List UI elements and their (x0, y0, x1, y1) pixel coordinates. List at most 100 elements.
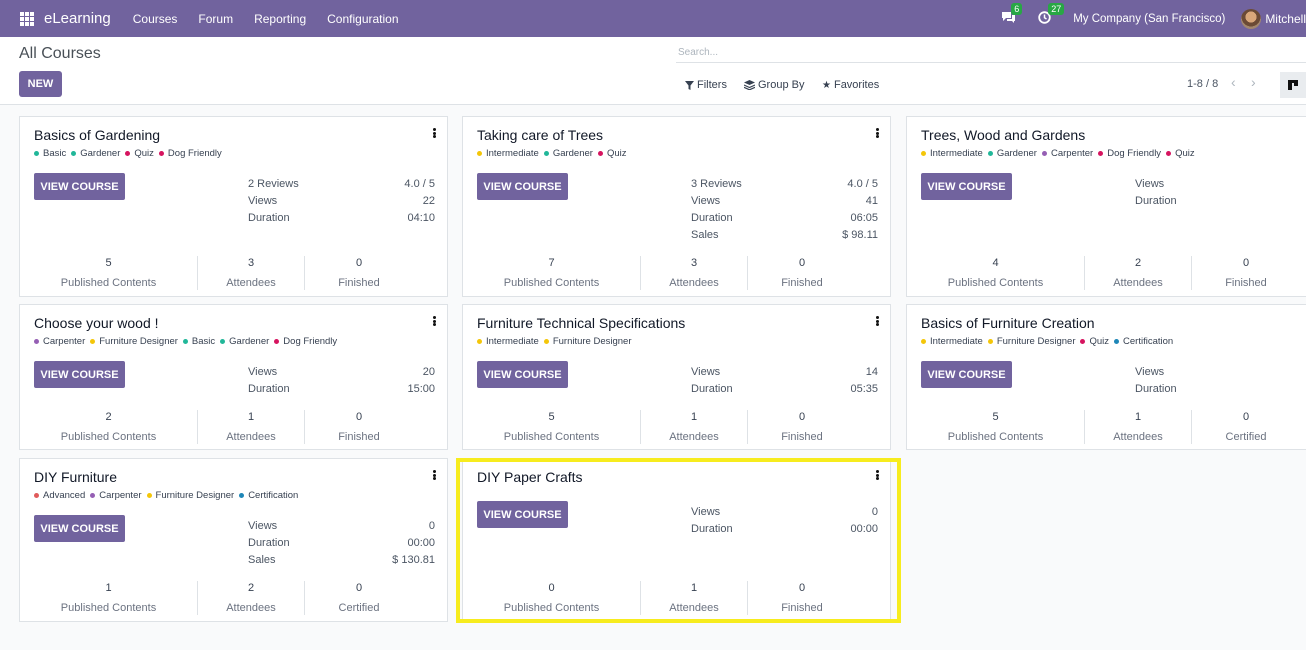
menu-courses[interactable]: Courses (132, 11, 178, 26)
card-menu-icon[interactable] (873, 126, 881, 140)
course-title[interactable]: Taking care of Trees (477, 127, 604, 143)
footer-stat-value: 1 (247, 411, 255, 423)
footer-stat[interactable]: 5 Published Contents (907, 410, 1085, 444)
top-navbar: eLearning Courses Forum Reporting Config… (0, 0, 1306, 37)
footer-stat-label: Finished (781, 277, 823, 289)
view-course-button[interactable]: VIEW COURSE (34, 361, 125, 388)
footer-stat[interactable]: 4 Published Contents (907, 256, 1085, 290)
card-menu-icon[interactable] (873, 314, 881, 328)
menu-forum[interactable]: Forum (198, 11, 234, 26)
view-course-button[interactable]: VIEW COURSE (921, 173, 1012, 200)
stat-row: Duration 00:00 (248, 534, 435, 551)
activities-button[interactable]: 27 (1038, 2, 1065, 27)
footer-stat[interactable]: 0 Certified (305, 581, 413, 615)
course-card[interactable]: Choose your wood ! Carpenter Furniture Des… (19, 304, 448, 450)
chat-icon (1002, 11, 1016, 23)
footer-stat[interactable]: 2 Attendees (1085, 256, 1192, 290)
card-menu-icon[interactable] (430, 314, 438, 328)
card-menu-icon[interactable] (430, 126, 438, 140)
footer-stat[interactable]: 0 Finished (748, 256, 856, 290)
course-title[interactable]: Trees, Wood and Gardens (921, 127, 1086, 143)
footer-stat[interactable]: 1 Attendees (641, 581, 748, 615)
view-course-button[interactable]: VIEW COURSE (34, 173, 125, 200)
menu-configuration[interactable]: Configuration (327, 11, 399, 26)
course-title[interactable]: DIY Paper Crafts (477, 469, 583, 485)
footer-stat[interactable]: 1 Attendees (641, 410, 748, 444)
tag: Furniture Designer (90, 336, 178, 347)
pager-next-icon[interactable]: › (1251, 74, 1256, 90)
course-card[interactable]: DIY Furniture Advanced Carpenter Furniture … (19, 458, 448, 622)
footer-stat-value: 1 (690, 582, 698, 594)
view-course-button[interactable]: VIEW COURSE (477, 361, 568, 388)
stat-row: Views 41 (691, 192, 878, 209)
footer-stat-label: Attendees (669, 602, 719, 614)
stat-value: 14 (865, 365, 878, 378)
footer-stat-label: Published Contents (947, 277, 1044, 289)
course-title[interactable]: Basics of Furniture Creation (921, 315, 1095, 331)
tag-dot-icon (182, 339, 188, 344)
tag-dot-icon (239, 493, 245, 498)
tag: Gardener (220, 336, 269, 347)
new-button[interactable]: NEW (19, 71, 62, 97)
user-avatar[interactable] (1241, 8, 1262, 29)
course-stats: 3 Reviews 4.0 / 5 Views 41 Duration 06:05 Sale… (691, 175, 878, 243)
course-title[interactable]: DIY Furniture (34, 469, 117, 485)
course-card[interactable]: DIY Paper Crafts VIEW COURSE Views 0 Duratio… (462, 458, 891, 622)
footer-stat[interactable]: 5 Published Contents (20, 256, 198, 290)
footer-stat[interactable]: 1 Published Contents (20, 581, 198, 615)
company-switcher[interactable]: My Company (San Francisco) (1073, 12, 1226, 25)
footer-stat[interactable]: 2 Published Contents (20, 410, 198, 444)
footer-stat-value: 2 (1134, 257, 1142, 269)
course-card[interactable]: Basics of Furniture Creation Intermediate… (906, 304, 1306, 450)
course-title[interactable]: Choose your wood ! (34, 315, 159, 331)
footer-stat[interactable]: 0 Finished (305, 410, 413, 444)
footer-stat[interactable]: 2 Attendees (198, 581, 305, 615)
stat-label: Duration (691, 522, 733, 535)
view-course-button[interactable]: VIEW COURSE (34, 515, 125, 542)
footer-stat-value: 0 (1242, 411, 1250, 423)
view-course-button[interactable]: VIEW COURSE (477, 173, 568, 200)
footer-stat[interactable]: 0 Certified (1192, 410, 1300, 444)
footer-stat[interactable]: 0 Finished (1192, 256, 1300, 290)
apps-menu-icon[interactable] (20, 11, 34, 26)
footer-stat[interactable]: 3 Attendees (641, 256, 748, 290)
course-title[interactable]: Basics of Gardening (34, 127, 161, 143)
tag-label: Gardener (552, 148, 593, 159)
footer-stat[interactable]: 3 Attendees (198, 256, 305, 290)
course-card[interactable]: Trees, Wood and Gardens Intermediate Garde… (906, 116, 1306, 297)
pager-previous-icon[interactable]: ‹ (1231, 74, 1236, 90)
footer-stat[interactable]: 0 Finished (748, 581, 856, 615)
card-menu-icon[interactable] (430, 468, 438, 482)
stat-value: $ 98.11 (842, 228, 878, 241)
view-course-button[interactable]: VIEW COURSE (477, 501, 568, 528)
course-card[interactable]: Furniture Technical Specifications Interm… (462, 304, 891, 450)
tag: Furniture Designer (543, 336, 631, 347)
view-course-button[interactable]: VIEW COURSE (921, 361, 1012, 388)
footer-stat[interactable]: 0 Finished (305, 256, 413, 290)
kanban-view-button[interactable] (1280, 72, 1306, 98)
pager-value[interactable]: 1-8 / 8 (1187, 78, 1219, 90)
page-title: All Courses (19, 45, 101, 62)
card-menu-icon[interactable] (873, 468, 881, 482)
course-card[interactable]: Taking care of Trees Intermediate Gardener… (462, 116, 891, 297)
footer-stat[interactable]: 1 Attendees (198, 410, 305, 444)
tag: Furniture Designer (146, 490, 234, 501)
group-by-button[interactable]: Group By (744, 79, 804, 91)
stat-label: Duration (691, 382, 733, 395)
footer-stat[interactable]: 0 Finished (748, 410, 856, 444)
clock-icon (1038, 10, 1051, 24)
filters-button[interactable]: Filters (685, 79, 727, 91)
messages-button[interactable]: 6 (1001, 2, 1023, 27)
footer-stat[interactable]: 1 Attendees (1085, 410, 1192, 444)
card-footer: 4 Published Contents 2 Attendees 0 Finished (907, 256, 1306, 290)
favorites-button[interactable]: ★ Favorites (822, 79, 879, 91)
footer-stat[interactable]: 5 Published Contents (463, 410, 641, 444)
course-card[interactable]: Basics of Gardening Basic Gardener Quiz Dog … (19, 116, 448, 297)
menu-reporting[interactable]: Reporting (254, 11, 307, 26)
course-title[interactable]: Furniture Technical Specifications (477, 315, 686, 331)
search-input[interactable] (676, 43, 1306, 63)
app-name[interactable]: eLearning (44, 10, 111, 27)
user-menu[interactable]: Mitchell (1265, 11, 1306, 26)
footer-stat[interactable]: 0 Published Contents (463, 581, 641, 615)
footer-stat[interactable]: 7 Published Contents (463, 256, 641, 290)
